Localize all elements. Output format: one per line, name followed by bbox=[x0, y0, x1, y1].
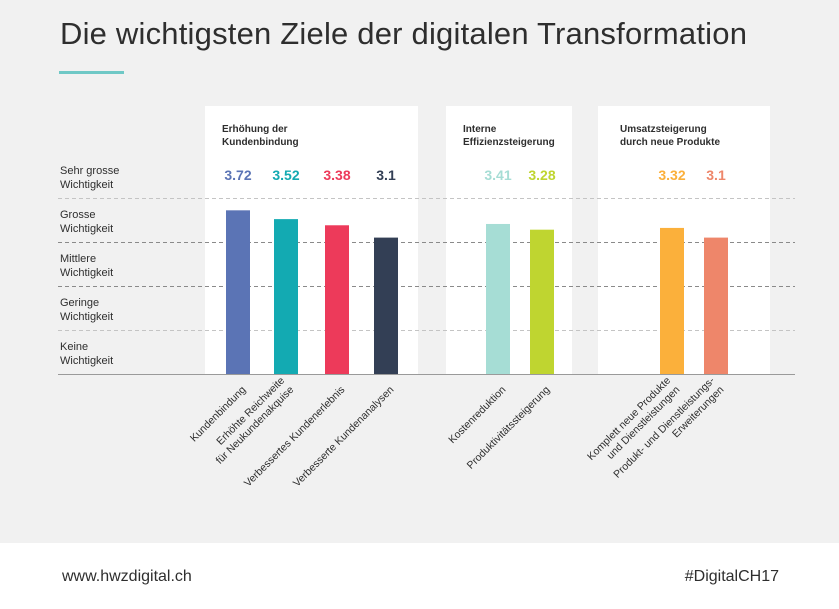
y-tick-label: Sehr grosse bbox=[60, 165, 119, 177]
y-tick-label: Keine bbox=[60, 341, 88, 353]
y-tick-label: Grosse bbox=[60, 209, 95, 221]
y-tick-label: Wichtigkeit bbox=[60, 223, 113, 235]
group-label: Effizienzsteigerung bbox=[463, 137, 555, 148]
bar-chart: Sehr grosse Wichtigkeit Grosse Wichtigkeit M… bbox=[58, 106, 795, 490]
data-label: 3.32 bbox=[658, 167, 685, 183]
page-title: Die wichtigsten Ziele der digitalen Tran… bbox=[60, 16, 748, 51]
data-label: 3.41 bbox=[484, 167, 511, 183]
data-label: 3.52 bbox=[272, 167, 299, 183]
title-underline bbox=[59, 71, 124, 74]
bar bbox=[660, 227, 684, 374]
group-label: Erhöhung der bbox=[222, 124, 288, 135]
group-label: durch neue Produkte bbox=[620, 137, 720, 148]
y-tick-label: Mittlere bbox=[60, 253, 96, 265]
footer-hashtag: #DigitalCH17 bbox=[684, 568, 779, 585]
group-label: Umsatzsteigerung bbox=[620, 124, 707, 135]
y-tick-label: Wichtigkeit bbox=[60, 179, 113, 191]
bar bbox=[374, 237, 398, 374]
bar bbox=[486, 223, 510, 374]
data-label: 3.28 bbox=[528, 167, 555, 183]
main-panel: Die wichtigsten Ziele der digitalen Tran… bbox=[0, 0, 839, 543]
data-label: 3.38 bbox=[323, 167, 350, 183]
y-tick-label: Wichtigkeit bbox=[60, 355, 113, 367]
bar bbox=[530, 229, 554, 374]
footer-url[interactable]: www.hwzdigital.ch bbox=[62, 568, 192, 585]
category-label: Produktivitätssteigerung bbox=[465, 384, 553, 472]
data-label: 3.1 bbox=[706, 167, 726, 183]
data-label: 3.72 bbox=[224, 167, 251, 183]
y-tick-label: Wichtigkeit bbox=[60, 267, 113, 279]
y-tick-label: Geringe bbox=[60, 297, 99, 309]
footer: www.hwzdigital.ch #DigitalCH17 bbox=[0, 543, 839, 609]
y-tick-label: Wichtigkeit bbox=[60, 311, 113, 323]
group-label: Kundenbindung bbox=[222, 137, 299, 148]
bar bbox=[274, 219, 298, 374]
category-label: Verbesserte Kundenanalysen bbox=[291, 384, 397, 490]
bar bbox=[325, 225, 349, 374]
category-label: Komplett neue Produkte bbox=[585, 375, 673, 463]
group-label: Interne bbox=[463, 124, 497, 135]
bar bbox=[226, 210, 250, 374]
bar bbox=[704, 237, 728, 374]
data-label: 3.1 bbox=[376, 167, 396, 183]
